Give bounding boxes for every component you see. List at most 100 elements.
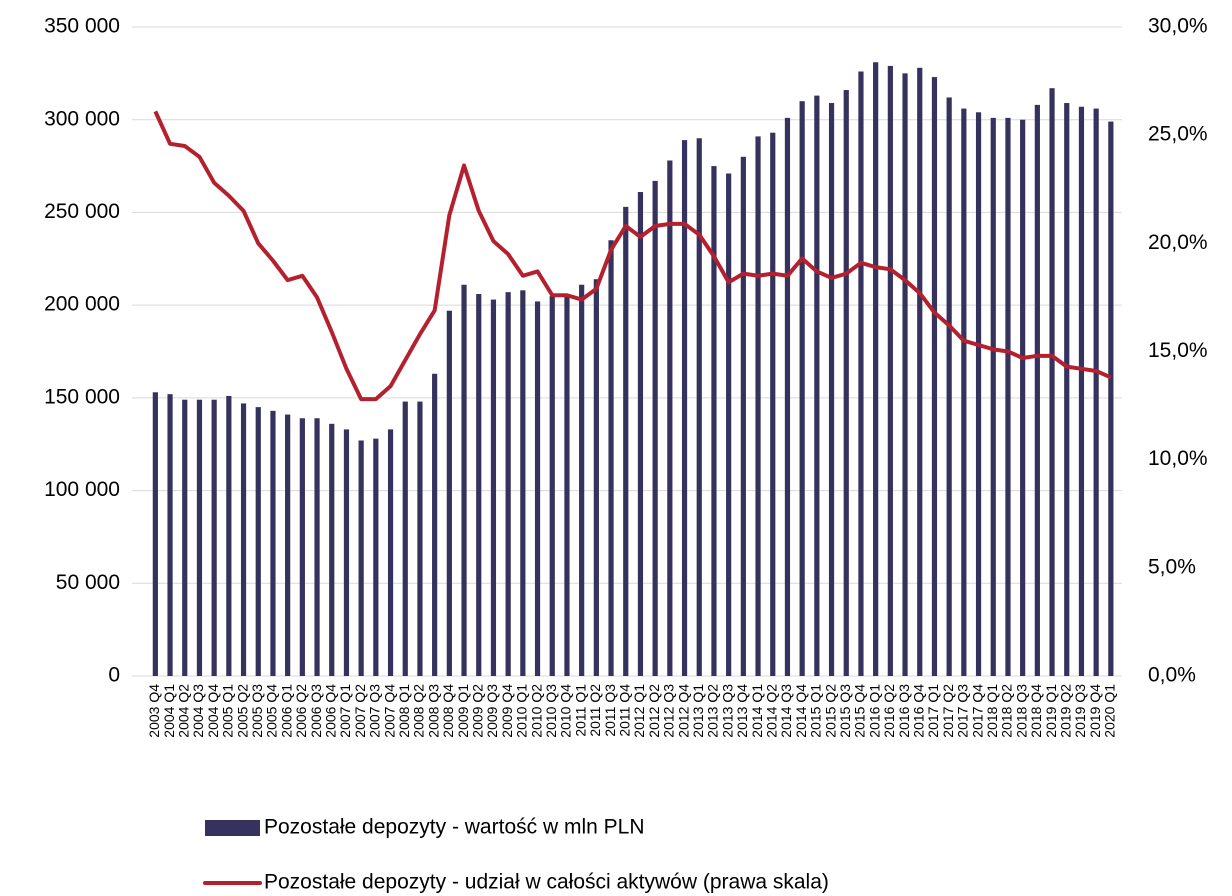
x-tick-label: 2006 Q4: [322, 684, 338, 738]
x-tick-label: 2011 Q4: [616, 684, 632, 737]
bar: [1064, 103, 1070, 677]
x-tick-label: 2004 Q1: [161, 684, 177, 738]
bar: [961, 108, 967, 677]
y-tick-label: 250 000: [44, 200, 120, 223]
x-tick-label: 2017 Q3: [955, 684, 971, 738]
x-tick-label: 2005 Q1: [220, 684, 236, 738]
x-tick-label: 2019 Q2: [1057, 684, 1073, 738]
x-tick-label: 2016 Q1: [866, 684, 882, 738]
x-tick-label: 2008 Q1: [396, 684, 412, 738]
x-tick-label: 2013 Q2: [705, 684, 721, 738]
bar: [799, 101, 805, 676]
bar: [461, 284, 467, 676]
x-tick-label: 2014 Q4: [793, 684, 809, 738]
bar: [975, 112, 982, 677]
x-tick-label: 2012 Q1: [631, 684, 647, 738]
x-tick-label: 2018 Q2: [999, 684, 1015, 738]
bar: [784, 117, 791, 677]
bar: [182, 399, 188, 676]
x-tick-label: 2007 Q4: [381, 684, 397, 738]
x-tick-label: 2013 Q3: [719, 684, 735, 738]
x-tick-label: 2017 Q2: [940, 684, 956, 738]
bar: [1108, 121, 1114, 676]
bar: [211, 399, 217, 676]
bar: [726, 173, 732, 676]
bar: [285, 414, 291, 676]
bar: [476, 294, 482, 676]
bar: [711, 166, 717, 677]
bar: [505, 292, 511, 676]
x-tick-label: 2009 Q1: [455, 684, 471, 738]
x-tick-label: 2008 Q3: [425, 684, 441, 738]
x-tick-label: 2006 Q3: [308, 684, 324, 738]
x-tick-label: 2017 Q4: [969, 684, 985, 738]
x-tick-label: 2009 Q2: [469, 684, 485, 738]
x-tick-label: 2006 Q1: [278, 684, 294, 738]
bar: [373, 438, 379, 676]
legend-label: Pozostałe depozyty - udział w całości ak…: [264, 871, 829, 894]
bar: [534, 301, 541, 676]
x-tick-label: 2019 Q1: [1043, 684, 1059, 738]
bar: [432, 373, 438, 676]
bar: [314, 418, 320, 676]
x-tick-label: 2019 Q4: [1087, 684, 1103, 738]
bar: [873, 62, 879, 676]
x-tick-label: 2009 Q4: [499, 684, 515, 738]
bar: [667, 160, 673, 677]
bar: [1034, 104, 1040, 676]
x-tick-label: 2015 Q2: [822, 684, 838, 738]
y2-tick-label: 15,0%: [1148, 339, 1208, 362]
bar: [1005, 117, 1011, 677]
x-tick-label: 2009 Q3: [484, 684, 500, 738]
bar: [520, 290, 526, 676]
y2-tick-label: 20,0%: [1148, 231, 1208, 254]
bar: [152, 392, 158, 676]
bar: [843, 90, 849, 676]
x-tick-label: 2010 Q2: [528, 684, 544, 738]
line: [153, 110, 1112, 402]
x-tick-label: 2012 Q4: [675, 684, 691, 738]
x-tick-label: 2004 Q3: [190, 684, 206, 738]
x-tick-label: 2014 Q2: [763, 684, 779, 738]
bar: [490, 299, 497, 676]
x-tick-label: 2018 Q4: [1028, 684, 1044, 738]
bar: [931, 77, 938, 676]
bar: [946, 97, 952, 676]
bar: [770, 132, 776, 677]
x-tick-label: 2005 Q2: [234, 684, 250, 738]
bar: [858, 71, 864, 676]
x-tick-label: 2016 Q3: [896, 684, 912, 738]
bar: [417, 401, 423, 676]
bar: [226, 396, 232, 676]
x-tick-label: 2017 Q1: [925, 684, 941, 738]
bar: [917, 67, 923, 676]
bar: [887, 65, 893, 676]
bar: [387, 429, 394, 676]
y-tick-label: 50 000: [56, 571, 120, 594]
y-tick-label: 300 000: [44, 107, 120, 130]
bar: [564, 295, 570, 676]
x-tick-label: 2004 Q4: [205, 684, 221, 738]
legend-swatch: [205, 820, 260, 836]
bar: [196, 399, 203, 676]
bar: [270, 410, 276, 676]
bar: [608, 240, 614, 676]
bar: [696, 138, 702, 676]
x-tick-label: 2016 Q2: [881, 684, 897, 738]
bar: [990, 117, 996, 677]
bar: [828, 103, 835, 677]
x-tick-label: 2020 Q1: [1102, 684, 1118, 738]
bar: [652, 180, 658, 677]
y-tick-label: 150 000: [44, 385, 120, 408]
y-tick-label: 100 000: [44, 478, 120, 501]
bar: [1093, 108, 1099, 677]
x-tick-label: 2007 Q2: [352, 684, 368, 738]
bar: [255, 407, 261, 676]
x-tick-label: 2010 Q4: [558, 684, 574, 738]
bar: [740, 156, 746, 677]
bar: [446, 310, 452, 676]
x-tick-label: 2019 Q3: [1072, 684, 1088, 738]
bar: [343, 429, 350, 676]
x-tick-label: 2018 Q3: [1013, 684, 1029, 738]
